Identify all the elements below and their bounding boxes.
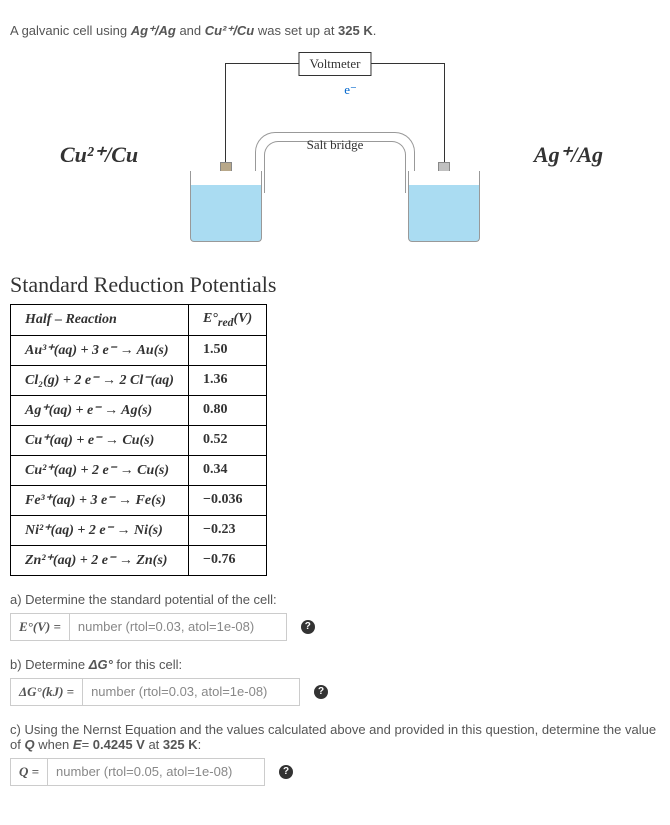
part-a-input[interactable]: number (rtol=0.03, atol=1e-08) bbox=[69, 613, 287, 641]
help-icon[interactable]: ? bbox=[314, 685, 328, 699]
table-row: Zn²⁺(aq) + 2 e⁻ → Zn(s)−0.76 bbox=[11, 545, 267, 575]
table-row: Fe³⁺(aq) + 3 e⁻ → Fe(s)−0.036 bbox=[11, 485, 267, 515]
voltmeter-label: Voltmeter bbox=[298, 52, 371, 76]
table-title: Standard Reduction Potentials bbox=[10, 272, 660, 298]
col-reaction: Half – Reaction bbox=[11, 305, 189, 336]
part-b-input[interactable]: number (rtol=0.03, atol=1e-08) bbox=[82, 678, 300, 706]
left-half-cell-label: Cu²⁺/Cu bbox=[60, 142, 138, 168]
part-a-label: E°(V) = bbox=[10, 613, 69, 641]
part-c-input[interactable]: number (rtol=0.05, atol=1e-08) bbox=[47, 758, 265, 786]
right-beaker bbox=[408, 171, 480, 242]
problem-intro: A galvanic cell using Ag⁺/Ag and Cu²⁺/Cu… bbox=[10, 23, 660, 39]
right-half-cell-label: Ag⁺/Ag bbox=[534, 142, 603, 168]
part-b-prompt: b) Determine ΔG° for this cell: bbox=[10, 657, 660, 672]
left-beaker bbox=[190, 171, 262, 242]
part-c-label: Q = bbox=[10, 758, 47, 786]
table-row: Ni²⁺(aq) + 2 e⁻ → Ni(s)−0.23 bbox=[11, 515, 267, 545]
part-b-label: ΔG°(kJ) = bbox=[10, 678, 82, 706]
table-row: Cl₂(g) + 2 e⁻ → 2 Cl⁻(aq)1.36 bbox=[11, 365, 267, 395]
table-row: Cu²⁺(aq) + 2 e⁻ → Cu(s)0.34 bbox=[11, 455, 267, 485]
help-icon[interactable]: ? bbox=[279, 765, 293, 779]
table-row: Ag⁺(aq) + e⁻ → Ag(s)0.80 bbox=[11, 395, 267, 425]
galvanic-cell-diagram: Voltmeter e⁻ Salt bridge Cu²⁺/Cu Ag⁺/Ag bbox=[105, 52, 565, 252]
table-row: Cu⁺(aq) + e⁻ → Cu(s)0.52 bbox=[11, 425, 267, 455]
salt-bridge-label: Salt bridge bbox=[307, 137, 364, 153]
electron-label: e⁻ bbox=[344, 82, 357, 98]
part-a-prompt: a) Determine the standard potential of t… bbox=[10, 592, 660, 607]
reduction-potentials-table: Half – Reaction E°red(V) Au³⁺(aq) + 3 e⁻… bbox=[10, 304, 267, 576]
col-potential: E°red(V) bbox=[188, 305, 266, 336]
table-row: Au³⁺(aq) + 3 e⁻ → Au(s)1.50 bbox=[11, 335, 267, 365]
part-c-prompt: c) Using the Nernst Equation and the val… bbox=[10, 722, 660, 752]
help-icon[interactable]: ? bbox=[301, 620, 315, 634]
